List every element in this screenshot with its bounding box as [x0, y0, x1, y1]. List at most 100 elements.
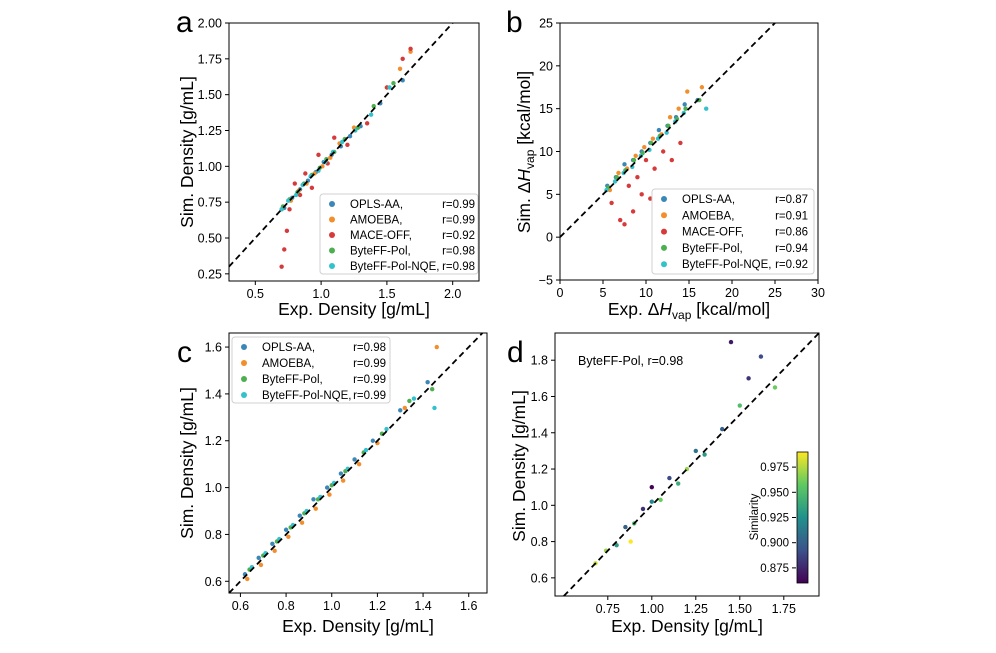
data-point [356, 461, 362, 467]
y-tick-label: 1.75 [198, 52, 222, 66]
data-point [618, 217, 623, 223]
y-tick-label: 1.0 [531, 499, 548, 513]
data-point [400, 56, 405, 62]
y-tick-label: 0.6 [205, 575, 222, 589]
data-point [370, 438, 376, 443]
panel-c-ylabel: Sim. Density [g/mL] [177, 387, 197, 539]
y-tick-label: 20 [539, 59, 553, 73]
y-tick-label: 5 [546, 188, 553, 202]
y-tick-label: 2.00 [198, 17, 222, 31]
x-tick-label: 20 [725, 286, 739, 300]
data-point [299, 520, 305, 525]
data-point [283, 527, 289, 532]
panel-c-marks [228, 332, 484, 594]
data-point [313, 506, 318, 511]
legend-marker [329, 201, 335, 207]
data-point [286, 534, 291, 539]
data-point [614, 543, 619, 548]
panel-d-letter: d [507, 336, 524, 369]
data-point [630, 209, 636, 214]
data-point [622, 222, 627, 227]
panel-d-ticks: 0.75 1.00 1.25 1.50 1.75 0.6 0.8 1.0 1.2 1.4 1.6 1.… [531, 354, 796, 616]
legend-series-name: MACE-OFF, [682, 227, 744, 239]
legend-series-name: AMOEBA, [262, 358, 314, 370]
x-tick-label: 25 [768, 286, 782, 300]
data-point [364, 121, 370, 126]
legend-marker [329, 232, 335, 238]
y-tick-label: 0.25 [198, 267, 222, 281]
panel-d-frame [554, 332, 820, 597]
legend-series-name: ByteFF-Pol, [682, 243, 743, 255]
data-point [772, 385, 778, 390]
data-point [612, 179, 618, 184]
legend-r-value: r=0.99 [353, 358, 386, 370]
x-tick-label: 5 [600, 286, 607, 300]
data-point [682, 102, 687, 107]
y-tick-label: 1.0 [205, 481, 222, 495]
data-point [656, 127, 662, 133]
y-tick-label: 1.6 [531, 390, 548, 404]
data-point [434, 344, 439, 350]
data-point [332, 135, 337, 140]
data-point [685, 89, 690, 94]
data-point [300, 182, 305, 188]
data-point [667, 115, 673, 120]
legend-marker [329, 216, 335, 223]
data-point [384, 426, 389, 432]
y-tick-label: 0.8 [531, 535, 548, 549]
data-point [316, 152, 321, 158]
legend-box [651, 188, 815, 275]
legend-r-value: r=0.91 [775, 210, 808, 222]
legend-r-value: r=0.86 [775, 227, 808, 239]
data-point [737, 403, 742, 408]
data-point [648, 196, 653, 201]
legend-marker [241, 360, 247, 366]
y-tick-label: 0.8 [205, 528, 222, 542]
data-point [649, 484, 654, 490]
legend-series-name: ByteFF-Pol-NQE, [682, 259, 771, 271]
legend-series-name: OPLS-AA, [682, 194, 735, 206]
data-point [387, 85, 392, 90]
x-tick-label: 0.75 [596, 602, 620, 616]
x-tick-label: 1.5 [378, 287, 395, 301]
x-tick-label: 1.4 [414, 599, 431, 613]
panel-a-marks [228, 22, 454, 269]
x-tick-label: 1.6 [460, 599, 477, 613]
y-tick-label: 0.6 [531, 571, 548, 585]
colorbar-label: Similarity [749, 493, 761, 540]
data-point [430, 387, 435, 392]
data-point [352, 457, 357, 462]
legend-series-name: OPLS-AA, [262, 342, 315, 354]
y-tick-label: 1.4 [531, 426, 548, 440]
data-point [328, 155, 333, 160]
panel-b-marks [559, 22, 776, 238]
data-point [676, 481, 681, 486]
panel-b-legend: OPLS-AA, r=0.87 AMOEBA, r=0.91 MACE-OFF, r=0.… [651, 188, 815, 275]
colorbar-tick-label: 0.975 [760, 462, 789, 474]
y-tick-label: −5 [539, 274, 553, 288]
data-point [720, 426, 725, 432]
legend-marker [241, 344, 247, 350]
panel-c-ticks: 0.6 0.8 1.0 1.2 1.4 1.6 0.6 0.8 1.0 1.2 1.4 1.6 [205, 341, 478, 613]
panel-b-ylabel: Sim. ΔHvap [kcal/mol] [514, 71, 537, 233]
identity-line [563, 332, 820, 597]
data-point [397, 66, 403, 72]
data-point [311, 497, 316, 502]
panel-c-letter: c [177, 336, 192, 369]
data-point [650, 136, 656, 141]
legend-r-value: r=0.99 [442, 199, 475, 211]
data-point [643, 157, 649, 163]
data-point [664, 130, 669, 135]
y-tick-label: 1.6 [205, 341, 222, 355]
x-tick-label: 15 [682, 286, 696, 300]
data-point [324, 485, 330, 490]
legend-r-value: r=0.99 [353, 390, 386, 402]
data-point [371, 103, 376, 109]
y-tick-label: 1.4 [205, 387, 222, 401]
x-tick-label: 2.0 [444, 287, 461, 301]
data-point [391, 81, 396, 86]
panel-d-marks [563, 332, 820, 597]
data-point [652, 166, 657, 171]
data-point [258, 562, 264, 568]
